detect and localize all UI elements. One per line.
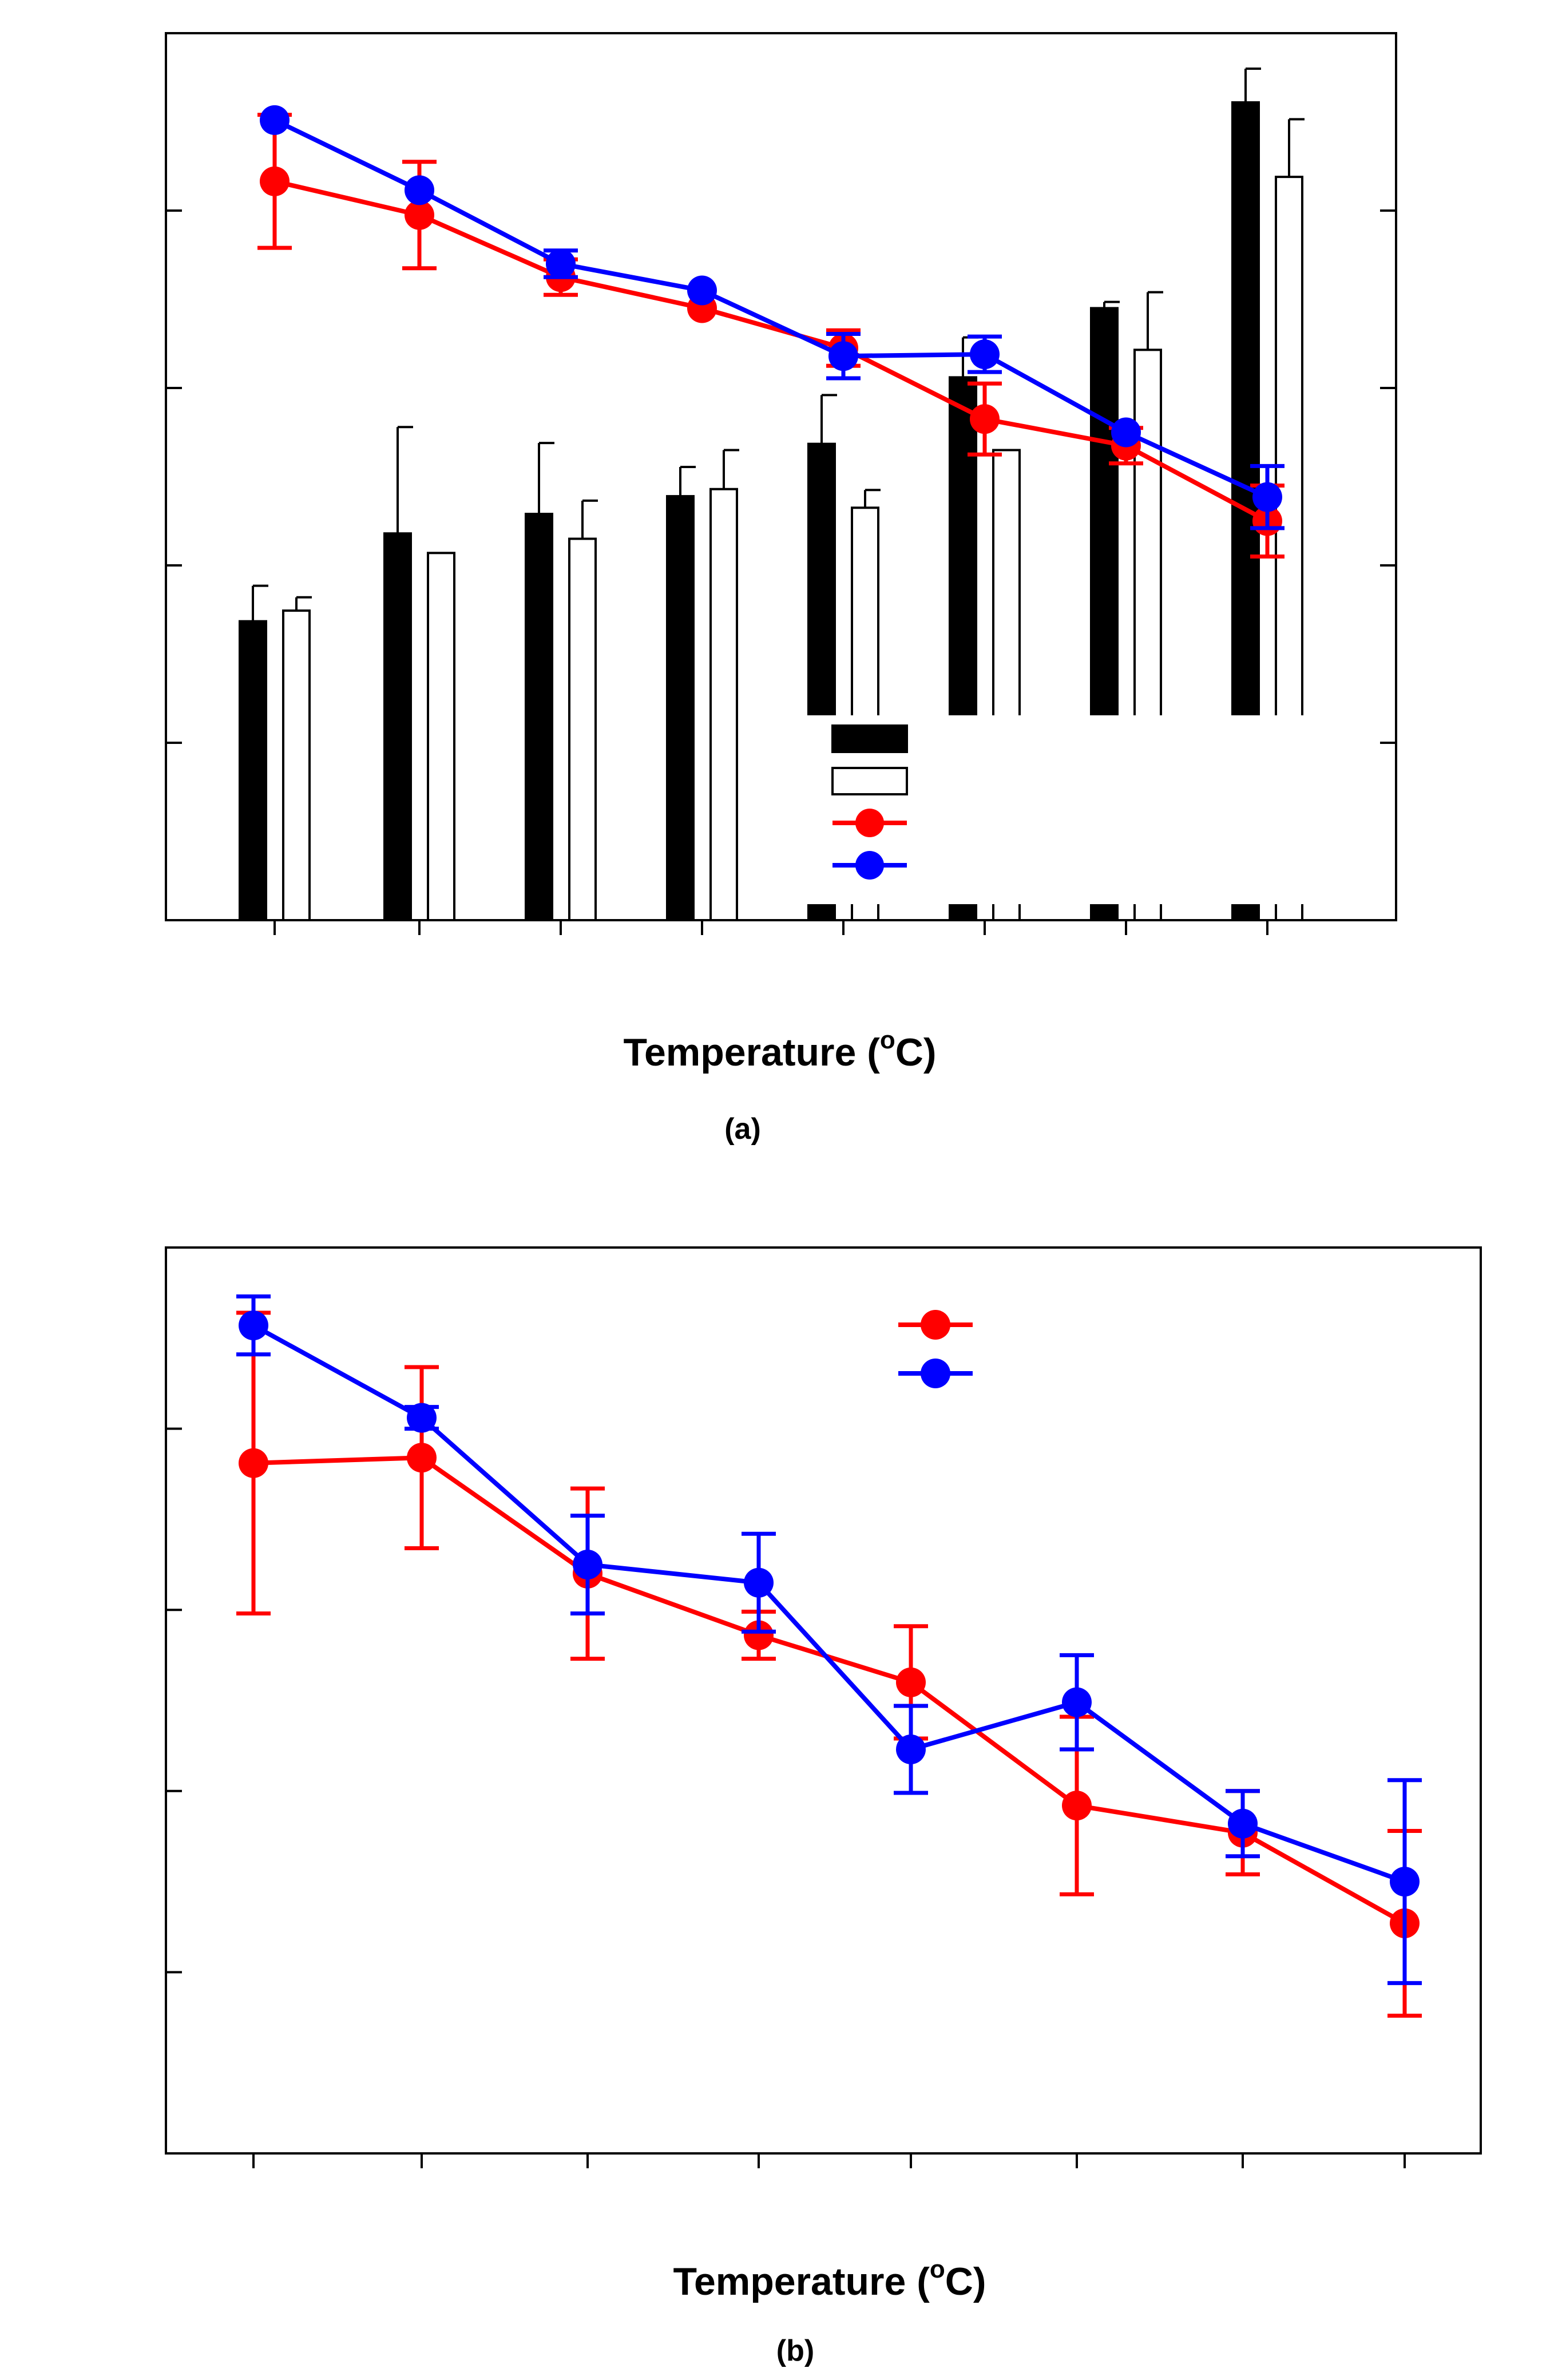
bar-hhv-1-16: [568, 537, 597, 921]
bar-error-bar: [679, 465, 696, 497]
point-my-1-8: [260, 166, 290, 196]
bar-hhv-1-8: [525, 513, 553, 921]
legend-marker: [921, 1359, 950, 1388]
point-ey-1-16: [1390, 1867, 1420, 1897]
panel-b-label: (b): [776, 2334, 814, 2367]
point-my-1-8: [970, 404, 1000, 434]
bar-error-bar: [397, 426, 413, 534]
point-ey-1-16: [744, 1567, 774, 1598]
point-ey-1-16: [1228, 1808, 1258, 1839]
x-axis-title: Temperature (oC): [673, 2255, 986, 2303]
point-my-1-16: [1111, 417, 1141, 448]
point-ey-1-8: [407, 1443, 437, 1473]
legend-a: [792, 715, 1370, 904]
point-ey-1-8: [239, 1448, 268, 1478]
bar-error-bar: [538, 442, 554, 514]
line-ey-1-16: [252, 1323, 1406, 1884]
bar-hhv-1-16: [709, 488, 738, 921]
bar-hhv-1-16: [427, 552, 455, 921]
bar-error-bar: [820, 394, 837, 444]
legend-b: [898, 1310, 973, 1388]
point-my-1-8: [405, 200, 434, 230]
plot-frame: [165, 32, 1397, 921]
point-ey-1-8: [896, 1667, 926, 1697]
point-ey-1-16: [407, 1403, 437, 1433]
point-my-1-16: [1252, 482, 1282, 512]
point-my-1-16: [687, 275, 717, 306]
bar-error-bar: [864, 489, 881, 508]
bar-error-bar: [723, 449, 739, 489]
legend-marker: [921, 1310, 950, 1340]
bar-error-bar: [1103, 300, 1120, 308]
plot-frame: [165, 1246, 1482, 2155]
point-my-1-16: [546, 249, 576, 279]
panel-a-chart: Temperature (oC): [165, 32, 1397, 1074]
point-ey-1-16: [896, 1734, 926, 1764]
bar-hhv-1-8: [239, 620, 267, 921]
legend-swatch: [831, 724, 908, 753]
x-axis-title: Temperature (oC): [623, 1026, 936, 1074]
bar-error-bar: [1244, 68, 1261, 102]
point-my-1-16: [260, 105, 290, 135]
point-ey-1-16: [1062, 1687, 1092, 1717]
point-ey-1-8: [744, 1620, 774, 1650]
bar-hhv-1-16: [282, 609, 311, 922]
point-ey-1-8: [1062, 1791, 1092, 1821]
bar-error-bar: [581, 499, 598, 539]
legend-swatch: [831, 767, 908, 795]
point-my-1-16: [828, 341, 858, 371]
line-ey-1-8: [253, 1455, 1406, 1926]
line-my-1-16: [273, 118, 1268, 500]
legend-marker: [855, 809, 884, 837]
point-ey-1-16: [239, 1310, 268, 1341]
bar-hhv-1-8: [383, 532, 412, 921]
bar-error-bar: [252, 584, 268, 621]
bar-hhv-1-8: [666, 495, 695, 921]
bar-error-bar: [1288, 118, 1305, 177]
bar-error-bar: [295, 596, 312, 611]
point-my-1-16: [405, 175, 434, 205]
legend-marker: [855, 851, 884, 880]
bar-error-bar: [1147, 291, 1163, 350]
point-ey-1-16: [573, 1550, 602, 1580]
panel-a-label: (a): [724, 1112, 761, 1146]
panel-b-chart: Temperature (oC): [165, 1246, 1482, 2303]
line-my-1-8: [274, 179, 1268, 524]
point-my-1-16: [970, 339, 1000, 370]
